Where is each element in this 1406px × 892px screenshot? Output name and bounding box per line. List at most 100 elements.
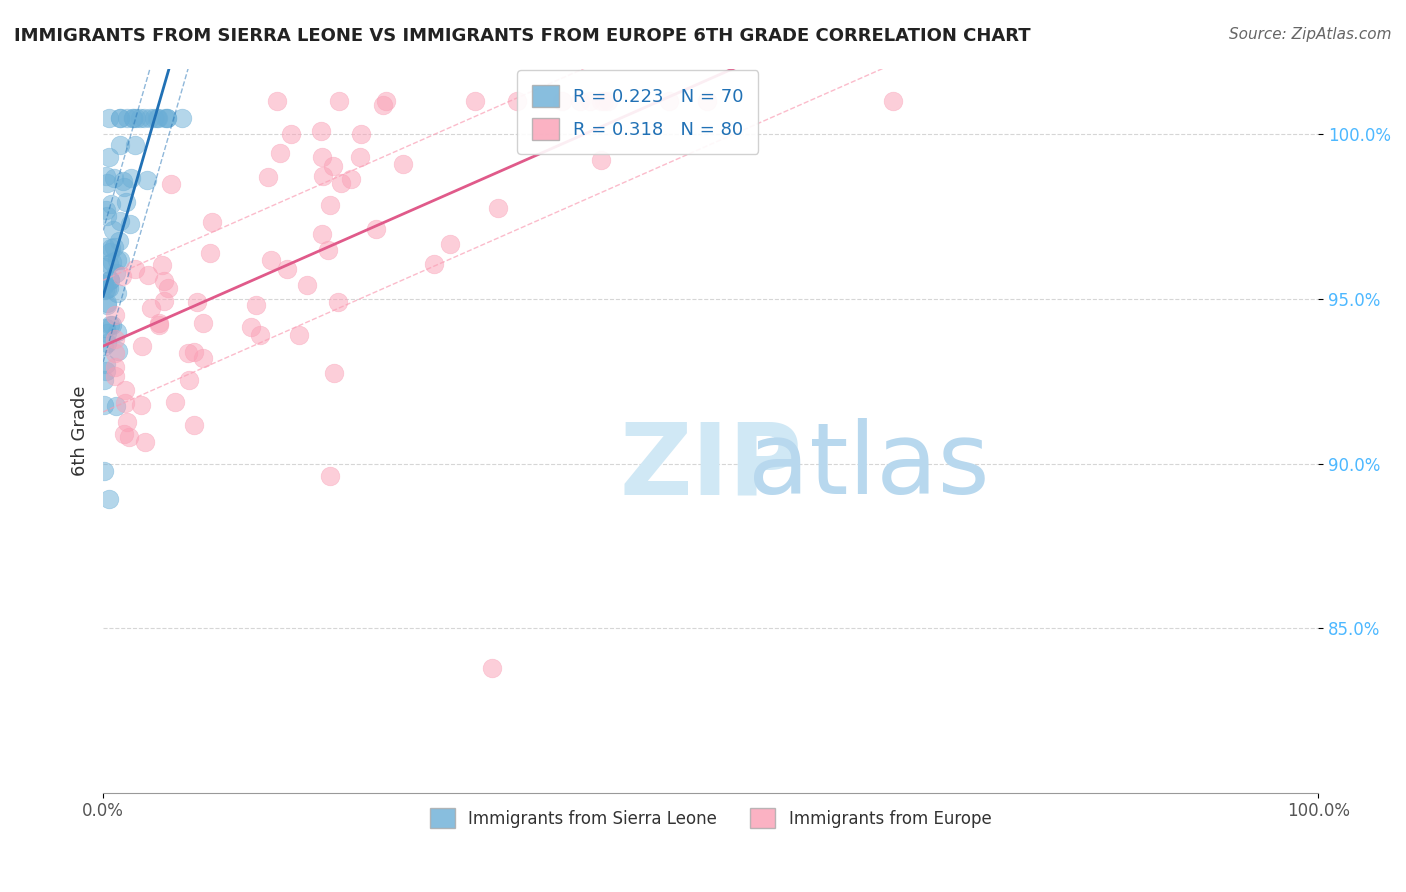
Point — [658, 95, 681, 109]
Point — [96, 209, 118, 223]
Point — [350, 127, 373, 141]
Point — [104, 308, 127, 322]
Point — [105, 285, 128, 300]
Point — [104, 346, 127, 360]
Point — [339, 172, 361, 186]
Point — [148, 318, 170, 332]
Point — [311, 150, 333, 164]
Point — [589, 153, 612, 167]
Point — [134, 435, 156, 450]
Point — [96, 364, 118, 378]
Point — [100, 241, 122, 255]
Point — [179, 373, 201, 387]
Y-axis label: 6th Grade: 6th Grade — [72, 385, 89, 475]
Point — [153, 293, 176, 308]
Point — [105, 399, 128, 413]
Point — [104, 266, 127, 280]
Point — [124, 261, 146, 276]
Point — [148, 316, 170, 330]
Point — [146, 111, 169, 125]
Point — [153, 111, 176, 125]
Point — [110, 213, 132, 227]
Point — [96, 176, 118, 190]
Point — [118, 430, 141, 444]
Point — [159, 177, 181, 191]
Point — [156, 111, 179, 125]
Point — [104, 368, 127, 383]
Point — [311, 227, 333, 242]
Point — [146, 111, 169, 125]
Point — [96, 298, 118, 312]
Point — [108, 111, 131, 125]
Point — [93, 279, 115, 293]
Point — [295, 278, 318, 293]
Point — [103, 240, 125, 254]
Point — [551, 95, 574, 109]
Point — [193, 316, 215, 330]
Point — [93, 465, 115, 479]
Point — [245, 298, 267, 312]
Point — [96, 326, 118, 341]
Point — [125, 111, 148, 125]
Point — [150, 258, 173, 272]
Point — [98, 273, 121, 287]
Text: ZIP: ZIP — [619, 418, 803, 516]
Point — [115, 111, 138, 125]
Point — [104, 359, 127, 374]
Point — [93, 339, 115, 353]
Point — [114, 396, 136, 410]
Point — [97, 257, 120, 271]
Point — [276, 262, 298, 277]
Point — [108, 234, 131, 248]
Point — [323, 366, 346, 380]
Point — [249, 327, 271, 342]
Point — [696, 95, 718, 109]
Point — [101, 255, 124, 269]
Point — [198, 246, 221, 260]
Point — [103, 222, 125, 236]
Point — [114, 383, 136, 397]
Point — [111, 174, 134, 188]
Point — [143, 111, 166, 125]
Point — [112, 427, 135, 442]
Point — [108, 253, 131, 268]
Point — [157, 281, 180, 295]
Point — [579, 95, 602, 109]
Point — [98, 150, 121, 164]
Point — [287, 328, 309, 343]
Point — [136, 268, 159, 283]
Point — [592, 95, 614, 109]
Point — [312, 169, 335, 183]
Point — [100, 318, 122, 333]
Point — [423, 257, 446, 271]
Point — [266, 95, 288, 109]
Point — [121, 111, 143, 125]
Point — [97, 111, 120, 125]
Point — [375, 95, 398, 109]
Point — [98, 281, 121, 295]
Point — [201, 215, 224, 229]
Point — [373, 98, 395, 112]
Point — [486, 201, 509, 215]
Point — [108, 111, 131, 125]
Point — [152, 274, 174, 288]
Point — [124, 137, 146, 152]
Point — [322, 159, 344, 173]
Point — [128, 111, 150, 125]
Point — [94, 169, 117, 183]
Point — [104, 332, 127, 346]
Point — [589, 95, 612, 109]
Point — [103, 171, 125, 186]
Point — [569, 95, 592, 109]
Point — [165, 395, 187, 409]
Point — [94, 260, 117, 275]
Point — [96, 282, 118, 296]
Point — [122, 111, 145, 125]
Point — [257, 170, 280, 185]
Legend: Immigrants from Sierra Leone, Immigrants from Europe: Immigrants from Sierra Leone, Immigrants… — [423, 801, 998, 835]
Point — [172, 111, 194, 125]
Point — [326, 295, 349, 310]
Point — [138, 111, 160, 125]
Point — [464, 95, 486, 109]
Point — [183, 344, 205, 359]
